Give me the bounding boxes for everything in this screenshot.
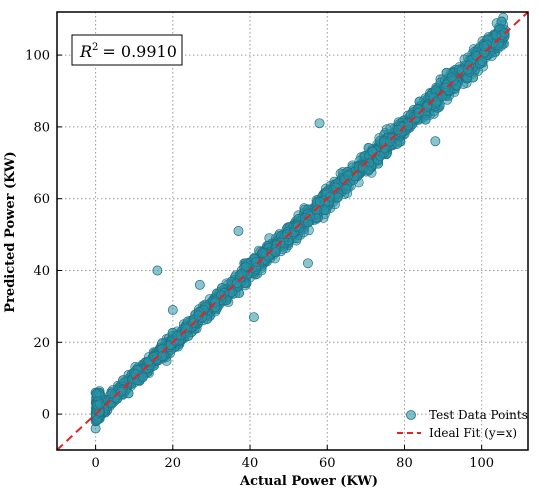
legend-label-points: Test Data Points bbox=[429, 408, 528, 422]
scatter-point bbox=[478, 41, 489, 51]
scatter-point bbox=[118, 375, 128, 385]
x-axis-title: Actual Power (KW) bbox=[239, 474, 378, 489]
scatter-point bbox=[302, 258, 313, 269]
scatter-point bbox=[94, 399, 105, 410]
y-tick-label: 80 bbox=[33, 120, 50, 135]
scatter-point bbox=[180, 323, 191, 333]
y-tick-label: 40 bbox=[33, 264, 50, 279]
scatter-point bbox=[431, 96, 442, 107]
scatter-point bbox=[130, 369, 141, 379]
x-tick-label: 80 bbox=[396, 456, 413, 471]
axis-ticks: 0 20 40 60 80 100 0 20 40 60 80 100 bbox=[25, 49, 494, 471]
ideal-fit-line bbox=[56, 11, 529, 451]
y-tick-label: 0 bbox=[42, 408, 50, 423]
y-tick-label: 60 bbox=[33, 192, 50, 207]
scatter-point bbox=[403, 120, 414, 131]
legend: Test Data Points Ideal Fit (y=x) bbox=[397, 408, 528, 440]
scatter-point bbox=[257, 248, 268, 258]
scatter-point bbox=[375, 151, 386, 161]
x-tick-label: 60 bbox=[319, 456, 336, 471]
scatter-point bbox=[216, 290, 227, 301]
x-tick-label: 0 bbox=[91, 456, 99, 471]
y-tick-label: 100 bbox=[25, 49, 50, 64]
y-axis-title: Predicted Power (KW) bbox=[3, 151, 18, 312]
scatter-point bbox=[305, 211, 316, 222]
scatter-point bbox=[152, 265, 163, 276]
annotation-box bbox=[71, 34, 183, 66]
annotation-superscript: 2 bbox=[92, 42, 98, 53]
scatter-point bbox=[233, 226, 244, 236]
scatter-point bbox=[343, 170, 354, 181]
grid-lines bbox=[57, 12, 528, 450]
scatter-point bbox=[314, 196, 325, 207]
y-tick-label: 20 bbox=[33, 336, 50, 351]
legend-label-line: Ideal Fit (y=x) bbox=[429, 426, 517, 440]
x-tick-label: 20 bbox=[165, 456, 182, 471]
scatter-point bbox=[248, 312, 259, 323]
scatter-point bbox=[116, 386, 127, 397]
legend-marker-points bbox=[406, 410, 416, 420]
scatter-point bbox=[430, 136, 441, 147]
scatter-point bbox=[363, 165, 374, 176]
x-tick-label: 100 bbox=[469, 456, 494, 471]
scatter-point bbox=[282, 229, 292, 240]
annotation-prefix: R bbox=[79, 42, 92, 61]
scatter-point bbox=[167, 305, 178, 315]
scatter-point bbox=[446, 72, 457, 83]
annotation-value: = 0.9910 bbox=[102, 42, 176, 61]
scatter-point bbox=[106, 388, 117, 399]
scatter-point bbox=[341, 184, 352, 194]
scatter-point bbox=[314, 118, 325, 129]
scatter-point bbox=[270, 247, 281, 258]
plot-frame bbox=[56, 11, 529, 451]
scatter-point bbox=[420, 114, 431, 125]
svg-text:R2= 0.9910: R2 = 0.9910 bbox=[79, 42, 177, 61]
r-squared-annotation: R2 = 0.9910 bbox=[71, 34, 183, 66]
scatter-point bbox=[172, 330, 183, 341]
x-tick-label: 40 bbox=[242, 456, 259, 471]
scatter-point bbox=[194, 279, 205, 290]
